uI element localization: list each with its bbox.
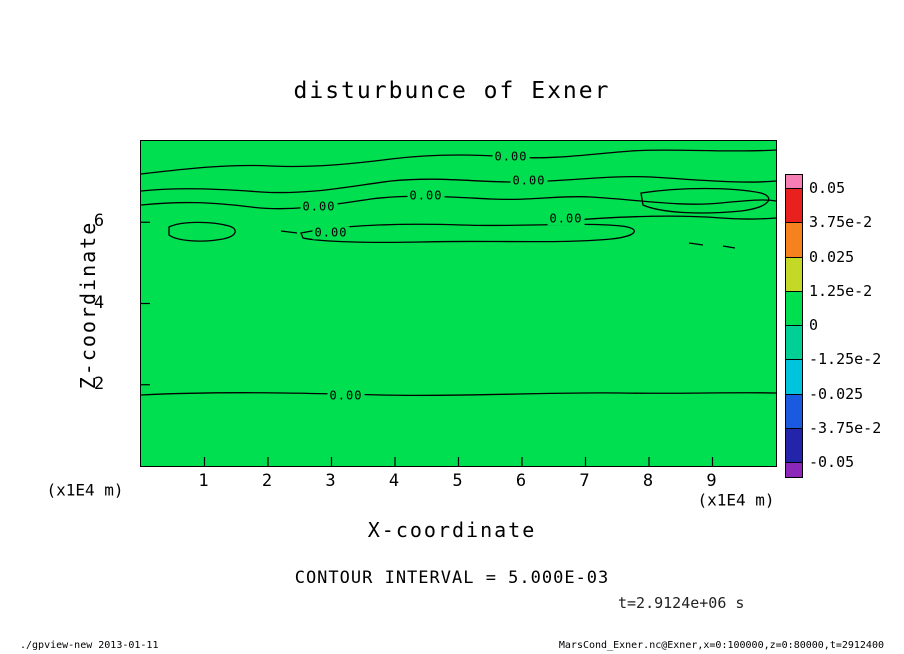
contour-line xyxy=(640,187,770,214)
colorbar-tick-label: -0.025 xyxy=(809,384,864,403)
contour-plot-svg xyxy=(141,149,776,466)
contour-level-label: 0.00 xyxy=(510,173,548,188)
colorbar-segment xyxy=(786,175,802,189)
colorbar-tick-label: -0.05 xyxy=(809,453,855,471)
contour-level-label: 0.00 xyxy=(300,199,338,214)
x-tick-label: 3 xyxy=(325,471,336,491)
colorbar-segment xyxy=(786,394,802,429)
x-tick-label: 4 xyxy=(388,471,400,491)
contour-level-label: 0.00 xyxy=(547,211,585,226)
x-tick-label: 7 xyxy=(579,471,590,491)
x-axis-label: X-coordinate xyxy=(367,518,537,542)
time-label: t=2.9124e+06 s xyxy=(618,594,745,612)
footer-program-stamp: ./gpview-new 2013-01-11 xyxy=(20,640,159,651)
colorbar-tick-label: 3.75e-2 xyxy=(809,213,873,232)
colorbar-segment xyxy=(786,189,802,224)
z-axis-unit-label: (x1E4 m) xyxy=(46,480,124,500)
colorbar-tick-label: -1.25e-2 xyxy=(809,350,882,369)
contour-plot-area: 0.00 0.00 0.00 0.00 0.00 0.00 0.00 xyxy=(140,140,777,467)
colorbar-segment xyxy=(786,463,802,477)
contour-line xyxy=(300,223,635,244)
x-tick-label: 9 xyxy=(706,471,717,491)
contour-line xyxy=(168,221,236,242)
contour-line xyxy=(141,195,776,210)
contour-level-label: 0.00 xyxy=(407,188,445,203)
contour-level-label: 0.00 xyxy=(327,388,365,403)
x-axis-unit-label: (x1E4 m) xyxy=(697,490,775,510)
colorbar-segment xyxy=(786,223,802,258)
x-tick-label: 8 xyxy=(642,471,654,491)
y-tick-label: 4 xyxy=(93,292,105,313)
contour-line xyxy=(141,149,776,175)
contour-level-label: 0.00 xyxy=(312,225,350,240)
footer-file-stamp: MarsCond_Exner.nc@Exner,x=0:100000,z=0:8… xyxy=(558,640,884,651)
x-tick-label: 6 xyxy=(515,471,527,491)
contour-line xyxy=(722,245,736,249)
colorbar-segment xyxy=(786,326,802,361)
colorbar-segment xyxy=(786,360,802,395)
x-tick-label: 2 xyxy=(261,471,273,491)
colorbar-tick-label: 0.05 xyxy=(809,179,846,197)
colorbar-segment xyxy=(786,257,802,292)
y-tick-label: 2 xyxy=(93,373,105,394)
colorbar xyxy=(785,174,803,478)
contour-line xyxy=(141,175,776,194)
colorbar-tick-label: 1.25e-2 xyxy=(809,281,873,300)
colorbar-segment xyxy=(786,428,802,463)
colorbar-labels: 0.05 3.75e-2 0.025 1.25e-2 0 -1.25e-2 -0.025 -3… xyxy=(809,174,899,478)
contour-level-label: 0.00 xyxy=(492,149,530,164)
contour-line xyxy=(560,215,776,222)
x-tick-label: 5 xyxy=(452,471,463,491)
contour-line xyxy=(141,392,776,397)
contour-line xyxy=(688,242,704,246)
contour-interval-label: CONTOUR INTERVAL = 5.000E-03 xyxy=(294,568,610,588)
colorbar-tick-label: 0 xyxy=(809,316,819,334)
colorbar-tick-label: 0.025 xyxy=(809,247,855,266)
colorbar-tick-label: -3.75e-2 xyxy=(809,418,882,437)
plot-title: disturbunce of Exner xyxy=(293,78,611,104)
y-tick-label: 6 xyxy=(93,211,105,232)
contour-line xyxy=(280,230,298,234)
colorbar-segment xyxy=(786,291,802,326)
x-tick-label: 1 xyxy=(198,471,209,491)
